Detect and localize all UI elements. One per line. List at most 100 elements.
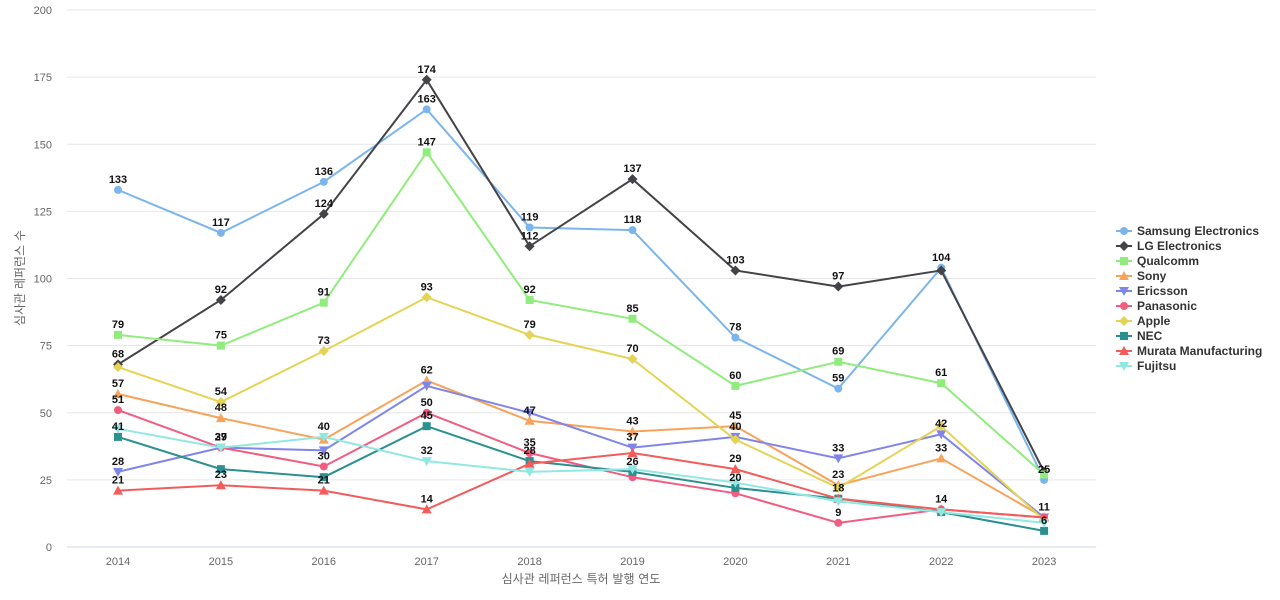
data-point[interactable] — [628, 226, 637, 235]
data-point[interactable] — [421, 504, 432, 514]
data-point[interactable] — [114, 406, 122, 415]
data-point[interactable] — [1039, 518, 1050, 528]
data-point[interactable] — [731, 333, 740, 342]
data-point[interactable] — [319, 473, 328, 482]
series-line[interactable] — [117, 409, 1045, 524]
series-line[interactable] — [117, 150, 1045, 476]
data-point[interactable] — [113, 485, 123, 495]
data-point[interactable] — [422, 148, 431, 157]
data-point[interactable] — [525, 449, 534, 458]
data-point[interactable] — [114, 330, 122, 339]
legend-item[interactable]: Panasonic — [1116, 299, 1197, 313]
data-point[interactable] — [936, 508, 947, 518]
data-point[interactable] — [113, 467, 123, 477]
data-point[interactable] — [627, 465, 638, 475]
data-point[interactable] — [215, 480, 226, 490]
series-lg-electronics[interactable] — [113, 74, 1050, 477]
data-point[interactable] — [318, 446, 329, 456]
data-point[interactable] — [730, 265, 741, 276]
legend-item[interactable]: Qualcomm — [1116, 254, 1199, 268]
legend-item[interactable]: LG Electronics — [1116, 239, 1222, 253]
data-point[interactable] — [628, 314, 637, 323]
data-point[interactable] — [524, 415, 535, 425]
data-point[interactable] — [114, 432, 122, 441]
legend-marker[interactable] — [1119, 287, 1129, 296]
data-point[interactable] — [1040, 470, 1049, 479]
series-qualcomm[interactable] — [114, 148, 1049, 479]
data-point[interactable] — [833, 281, 844, 292]
legend-item[interactable]: Murata Manufacturing — [1116, 344, 1262, 358]
data-point[interactable] — [730, 421, 741, 431]
data-point[interactable] — [215, 443, 226, 453]
data-point[interactable] — [1040, 526, 1049, 535]
legend-marker[interactable] — [1119, 271, 1129, 280]
data-point[interactable] — [833, 497, 844, 507]
data-point[interactable] — [524, 458, 535, 468]
data-point[interactable] — [318, 485, 329, 495]
data-point[interactable] — [936, 430, 947, 440]
series-line[interactable] — [117, 78, 1045, 473]
series-nec[interactable] — [114, 422, 1049, 535]
legend-item[interactable]: Sony — [1116, 269, 1167, 283]
legend-marker[interactable] — [1120, 302, 1128, 310]
data-point[interactable] — [319, 462, 328, 471]
data-point[interactable] — [421, 292, 432, 303]
data-point[interactable] — [525, 295, 534, 304]
data-point[interactable] — [422, 105, 431, 114]
series-line[interactable] — [117, 425, 1045, 532]
data-point[interactable] — [627, 426, 638, 436]
legend-marker[interactable] — [1120, 332, 1128, 340]
legend-marker[interactable] — [1119, 241, 1129, 251]
legend-item[interactable]: NEC — [1116, 329, 1163, 343]
series-samsung-electronics[interactable] — [114, 105, 1049, 484]
series-apple[interactable] — [113, 292, 1050, 526]
data-point[interactable] — [215, 397, 226, 408]
data-point[interactable] — [936, 265, 947, 276]
legend-marker[interactable] — [1120, 257, 1128, 265]
data-point[interactable] — [833, 454, 844, 464]
data-point[interactable] — [833, 482, 844, 493]
data-point[interactable] — [215, 294, 226, 305]
data-point[interactable] — [421, 74, 432, 85]
data-point[interactable] — [113, 362, 123, 373]
data-point[interactable] — [318, 209, 329, 220]
data-point[interactable] — [731, 381, 740, 390]
data-point[interactable] — [834, 357, 843, 366]
data-point[interactable] — [834, 384, 843, 393]
data-point[interactable] — [216, 341, 225, 350]
data-point[interactable] — [937, 379, 946, 388]
data-point[interactable] — [834, 518, 843, 527]
data-point[interactable] — [936, 421, 947, 432]
data-point[interactable] — [113, 424, 123, 434]
data-point[interactable] — [627, 448, 638, 458]
series-line[interactable] — [117, 296, 1045, 521]
series-line[interactable] — [117, 379, 1045, 519]
data-point[interactable] — [319, 298, 328, 307]
data-point[interactable] — [731, 483, 740, 492]
data-point[interactable] — [216, 228, 225, 237]
data-point[interactable] — [318, 432, 329, 442]
data-point[interactable] — [318, 345, 329, 356]
legend-marker[interactable] — [1119, 346, 1129, 355]
legend-item[interactable]: Samsung Electronics — [1116, 224, 1259, 238]
data-point[interactable] — [730, 434, 741, 445]
legend-marker[interactable] — [1119, 316, 1129, 326]
data-point[interactable] — [524, 467, 535, 477]
data-point[interactable] — [421, 457, 432, 467]
data-point[interactable] — [421, 381, 432, 391]
data-point[interactable] — [113, 388, 123, 398]
data-point[interactable] — [114, 185, 122, 194]
legend-marker[interactable] — [1120, 227, 1128, 235]
data-point[interactable] — [524, 408, 535, 418]
legend-item[interactable]: Fujitsu — [1116, 359, 1176, 373]
data-point[interactable] — [319, 177, 328, 186]
data-point[interactable] — [215, 413, 226, 423]
data-point[interactable] — [422, 408, 431, 417]
data-point[interactable] — [422, 422, 431, 431]
data-point[interactable] — [730, 478, 741, 488]
data-point[interactable] — [524, 329, 535, 340]
series-fujitsu[interactable] — [113, 424, 1050, 528]
series-line[interactable] — [117, 452, 1045, 519]
data-point[interactable] — [525, 223, 534, 232]
